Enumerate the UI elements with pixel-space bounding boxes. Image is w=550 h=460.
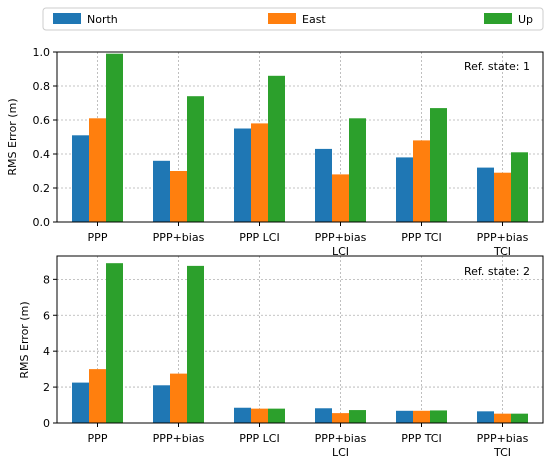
- xtick-label: PPP+bias LCI: [315, 231, 367, 258]
- ytick-label: 0.8: [33, 80, 51, 93]
- xtick-label: PPP TCI: [401, 432, 441, 445]
- bar-north: [72, 135, 89, 222]
- bar-north: [396, 157, 413, 222]
- bar-east: [89, 118, 106, 222]
- ytick-label: 2: [43, 381, 50, 394]
- bar-north: [315, 408, 332, 423]
- xtick-label: PPP+bias TCI: [477, 432, 529, 459]
- bar-north: [153, 160, 170, 222]
- legend-swatch-north: [53, 13, 81, 24]
- bar-up: [430, 410, 447, 423]
- panel-1: 0.0 0.2 0.4 0.6 0.8 1.0 PPP PPP+bias PPP LCI PPP+…: [6, 46, 544, 258]
- bar-up: [430, 108, 447, 222]
- ytick-label: 0.2: [33, 182, 51, 195]
- bar-north: [72, 382, 89, 423]
- bar-up: [268, 75, 285, 222]
- bar-up: [106, 263, 123, 423]
- xtick-label: PPP+bias: [153, 432, 205, 445]
- bar-north: [234, 128, 251, 222]
- panel-2-plot: 0 2 4 6 8 PPP PPP+bias PPP LCI PPP+bias LCI PPP TC…: [43, 256, 543, 459]
- ytick-label: 0: [43, 417, 50, 430]
- bar-north: [315, 148, 332, 222]
- panel-2-frame: [56, 255, 544, 424]
- panel-1-frame: [56, 51, 544, 223]
- panel-2-ylabel: RMS Error (m): [18, 301, 31, 378]
- ytick-label: 0.4: [33, 148, 51, 161]
- xtick-label: PPP+bias TCI: [477, 231, 529, 258]
- bar-east: [251, 123, 268, 222]
- ytick-label: 1.0: [33, 46, 51, 59]
- ytick-label: 8: [43, 273, 50, 286]
- bar-east: [494, 172, 511, 222]
- bar-east: [170, 171, 187, 222]
- panel-2-annotation: Ref. state: 2: [464, 265, 530, 278]
- xtick-label: PPP: [88, 432, 108, 445]
- bar-up: [511, 413, 528, 423]
- bar-east: [332, 174, 349, 222]
- bar-east: [494, 413, 511, 423]
- bar-east: [413, 140, 430, 222]
- bar-up: [106, 53, 123, 223]
- legend-label-up: Up: [518, 13, 533, 26]
- bar-east: [413, 410, 430, 423]
- bar-east: [89, 369, 106, 423]
- xtick-label: PPP LCI: [239, 231, 279, 244]
- ytick-label: 6: [43, 309, 50, 322]
- bar-up: [268, 408, 285, 423]
- legend-label-east: East: [302, 13, 326, 26]
- xtick-label: PPP TCI: [401, 231, 441, 244]
- bar-east: [170, 373, 187, 423]
- bar-north: [396, 410, 413, 423]
- ytick-label: 4: [43, 345, 50, 358]
- ytick-label: 0.0: [33, 216, 51, 229]
- panel-1-annotation: Ref. state: 1: [464, 60, 530, 73]
- bar-east: [332, 413, 349, 423]
- bar-up: [187, 96, 204, 222]
- xtick-label: PPP LCI: [239, 432, 279, 445]
- bar-east: [251, 408, 268, 423]
- bar-up: [349, 410, 366, 423]
- legend-label-north: North: [87, 13, 118, 26]
- xtick-label: PPP: [88, 231, 108, 244]
- bar-up: [187, 265, 204, 423]
- panel-1-plot: 0.0 0.2 0.4 0.6 0.8 1.0 PPP PPP+bias PPP LCI PPP+…: [33, 46, 543, 258]
- panel-2: 0 2 4 6 8 PPP PPP+bias PPP LCI PPP+bias LCI PPP TC…: [18, 255, 544, 459]
- bar-up: [511, 152, 528, 222]
- legend-swatch-up: [484, 13, 512, 24]
- xtick-label: PPP+bias LCI: [315, 432, 367, 459]
- legend: North East Up: [42, 7, 544, 31]
- ytick-label: 0.6: [33, 114, 51, 127]
- bar-north: [477, 167, 494, 222]
- bar-north: [477, 411, 494, 423]
- xtick-label: PPP+bias: [153, 231, 205, 244]
- bar-up: [349, 118, 366, 222]
- panel-1-ylabel: RMS Error (m): [6, 98, 19, 175]
- bar-north: [153, 385, 170, 423]
- legend-swatch-east: [268, 13, 296, 24]
- bar-north: [234, 407, 251, 423]
